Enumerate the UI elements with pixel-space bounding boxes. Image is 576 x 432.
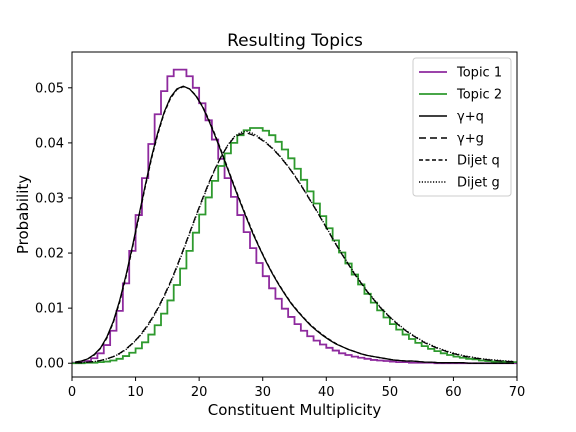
legend-label-0: Topic 1	[456, 66, 502, 81]
x-tick-label: 10	[127, 385, 144, 400]
series-1-line	[72, 127, 517, 365]
legend-label-1: Topic 2	[456, 88, 502, 103]
y-tick-label: 0.00	[35, 357, 64, 372]
y-tick-label: 0.04	[35, 136, 64, 151]
series-0-line	[72, 68, 517, 365]
x-axis-label: Constituent Multiplicity	[208, 401, 382, 419]
legend-label-4: Dijet q	[457, 154, 500, 169]
x-tick-label: 50	[382, 385, 399, 400]
y-tick-label: 0.01	[35, 302, 64, 317]
x-tick-label: 40	[318, 385, 335, 400]
chart-title: Resulting Topics	[227, 31, 363, 51]
x-tick-label: 30	[254, 385, 271, 400]
legend-label-3: γ+g	[457, 132, 484, 147]
plot-frame	[71, 51, 518, 378]
legend-box	[412, 57, 512, 197]
x-tick-label: 60	[445, 385, 462, 400]
y-axis-label: Probability	[14, 175, 32, 254]
series-2-line	[75, 85, 514, 364]
legend-label-2: γ+q	[457, 110, 484, 125]
x-tick-label: 70	[509, 385, 526, 400]
plot-area	[72, 68, 517, 365]
x-tick-label: 20	[191, 385, 208, 400]
x-axis: 0 10 20 30 40 50 60 70	[68, 377, 525, 400]
y-tick-label: 0.03	[35, 191, 64, 206]
y-tick-label: 0.05	[35, 81, 64, 96]
legend: Topic 1 Topic 2 γ+q γ+g Dijet q Dijet g	[412, 57, 512, 197]
x-tick-label: 0	[68, 385, 76, 400]
legend-label-5: Dijet g	[457, 176, 500, 191]
y-axis: 0.00 0.01 0.02 0.03 0.04 0.05	[35, 81, 72, 372]
y-tick-label: 0.02	[35, 247, 64, 262]
